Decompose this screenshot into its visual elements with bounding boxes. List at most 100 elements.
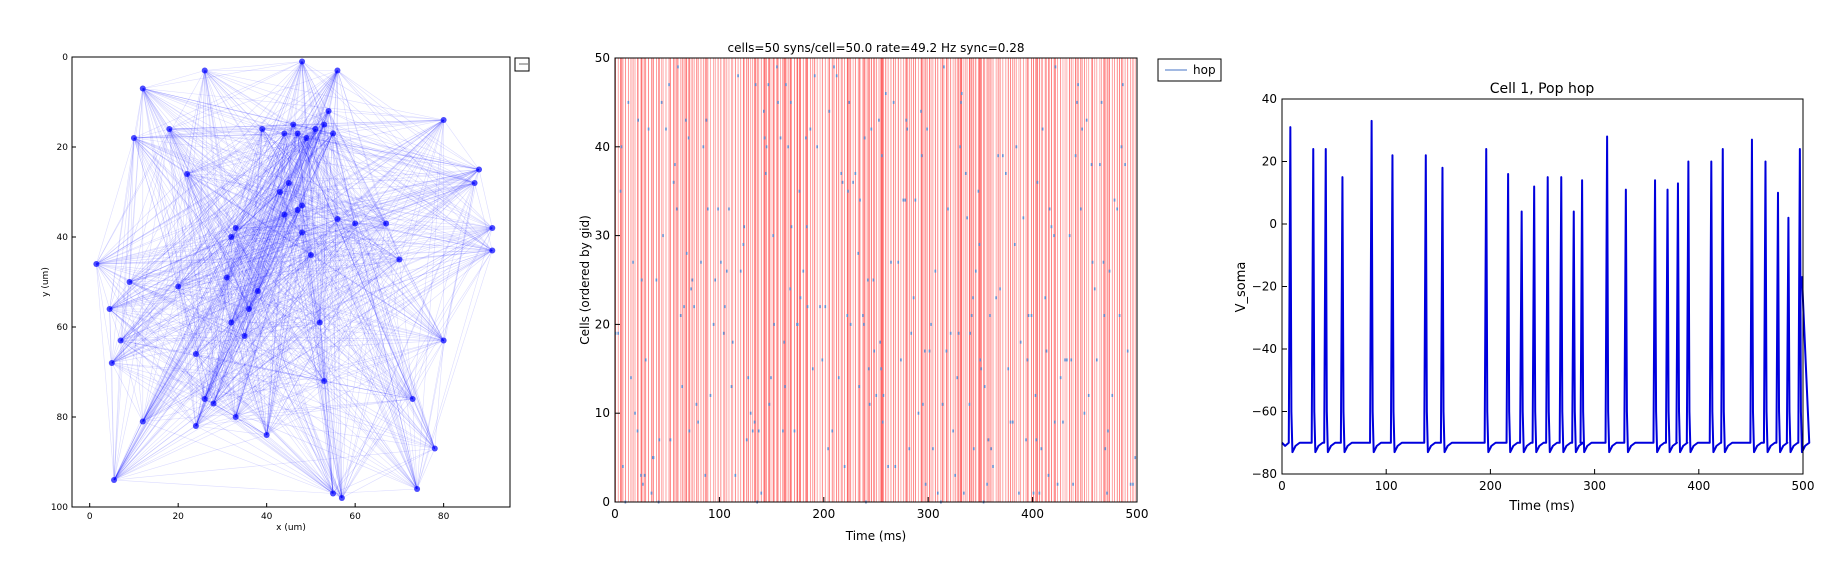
network-edge <box>416 340 444 490</box>
network-edge <box>319 218 338 323</box>
network-edge <box>399 259 413 400</box>
network-edge <box>178 286 413 400</box>
network-edge <box>111 236 232 364</box>
network-edge <box>177 70 206 287</box>
network-edge <box>204 70 356 224</box>
raster-spike <box>806 305 809 309</box>
network-edge <box>187 173 475 184</box>
network-edge <box>266 209 298 436</box>
network-edge <box>113 236 232 481</box>
network-edge <box>177 61 303 287</box>
network-edge <box>297 209 436 449</box>
network-edge <box>310 254 413 400</box>
network-node <box>106 306 113 312</box>
voltage-x-tick-label: 500 <box>1792 479 1815 493</box>
network-edge <box>120 119 444 341</box>
network-edge <box>109 227 493 310</box>
network-edge <box>204 191 281 400</box>
network-edge <box>111 259 400 364</box>
network-edge <box>244 182 290 337</box>
network-edge <box>332 398 413 494</box>
raster-spike <box>739 269 742 273</box>
raster-spike <box>760 491 763 495</box>
network-edge <box>142 236 232 422</box>
network-edge <box>186 173 436 449</box>
network-edge <box>109 281 130 310</box>
network-edge <box>235 227 334 494</box>
network-edge <box>226 277 267 436</box>
raster-spike <box>954 473 956 477</box>
network-edge <box>235 218 338 418</box>
raster-spike <box>881 154 883 158</box>
network-edge <box>235 250 493 418</box>
network-edge <box>142 88 444 341</box>
network-edge <box>186 173 228 278</box>
network-edge <box>204 223 356 400</box>
network-edge <box>195 124 325 427</box>
network-edge <box>142 88 325 382</box>
network-edge <box>142 191 281 422</box>
network-edge <box>109 191 281 310</box>
network-node <box>489 225 496 231</box>
network-edge <box>142 133 298 422</box>
network-edge <box>319 169 480 323</box>
network-edge <box>195 223 387 355</box>
network-edge <box>231 191 281 238</box>
network-node <box>471 180 478 186</box>
network-edge <box>230 133 285 323</box>
network-edge <box>129 281 413 400</box>
network-edge <box>328 110 356 224</box>
raster-spike <box>837 376 840 380</box>
network-node <box>139 418 146 425</box>
network-edge <box>111 362 197 427</box>
network-node <box>259 126 266 132</box>
network-edge <box>195 128 316 355</box>
network-edge <box>332 448 435 494</box>
network-edge <box>301 232 321 323</box>
network-edge <box>231 124 325 323</box>
network-edge <box>109 209 298 310</box>
raster-spike <box>960 92 963 96</box>
network-edge <box>244 124 294 337</box>
network-edge <box>279 70 338 193</box>
network-edge <box>235 133 334 229</box>
raster-x-tick-label: 500 <box>1126 507 1149 521</box>
raster-spike <box>796 322 799 326</box>
network-edge <box>204 209 298 400</box>
raster-spike <box>1077 83 1079 87</box>
network-edge <box>213 191 281 404</box>
network-edge <box>257 191 281 292</box>
raster-spike <box>904 198 907 202</box>
network-edge <box>195 232 303 355</box>
network-edge <box>204 70 325 382</box>
network-edge <box>235 124 294 229</box>
raster-spike <box>1124 163 1126 167</box>
raster-spike <box>1104 447 1107 451</box>
network-edge <box>133 137 298 211</box>
network-edge <box>310 254 343 499</box>
network-edge <box>204 133 298 400</box>
network-edge <box>129 281 320 323</box>
raster-plot: 0 100 200 300 400 500 0 10 20 30 40 50 cells=50 syn… <box>578 41 1222 543</box>
network-edge <box>319 70 338 323</box>
network-edge <box>96 263 197 427</box>
network-edge <box>230 128 316 323</box>
network-edge <box>169 128 179 287</box>
network-edge <box>292 124 418 490</box>
network-edge <box>297 133 334 211</box>
network-edge <box>328 70 338 112</box>
network-edge <box>169 128 236 418</box>
network-edge <box>120 340 418 490</box>
network-x-tick-label: 20 <box>172 512 184 522</box>
network-edge <box>113 277 228 481</box>
raster-x-label: Time (ms) <box>845 529 907 543</box>
network-edge <box>244 322 320 337</box>
network-edge <box>301 232 436 449</box>
network-node <box>285 180 292 186</box>
network-edge <box>204 259 400 400</box>
network-edge <box>169 128 307 139</box>
raster-spike <box>728 207 730 211</box>
network-edge <box>328 110 334 134</box>
raster-spike <box>941 402 944 406</box>
network-edge <box>279 110 329 193</box>
